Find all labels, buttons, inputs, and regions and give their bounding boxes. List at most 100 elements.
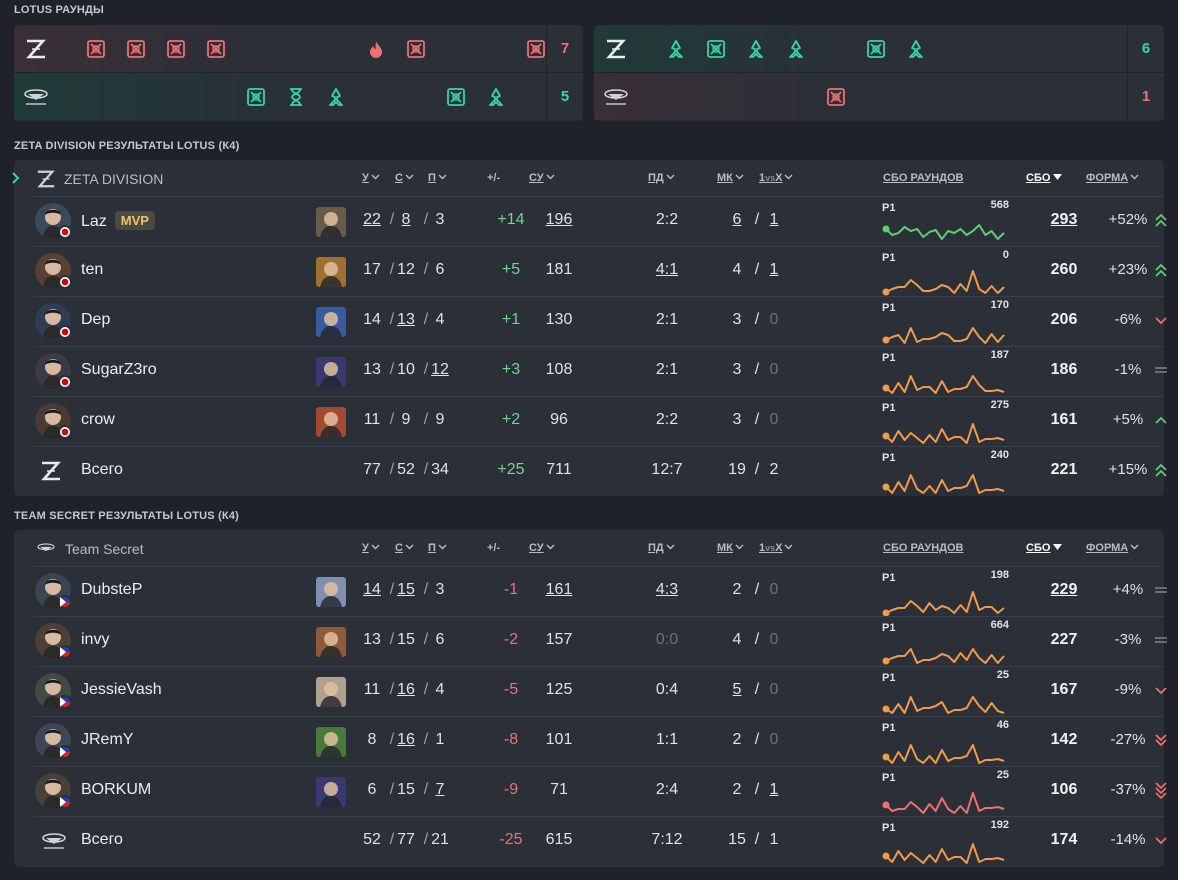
player-row[interactable]: ten 17/12/6 +5 181 4:1 4/1 Р1 0 260 +23%	[34, 246, 1167, 296]
sort-clutches-header[interactable]: 1vsX	[759, 542, 793, 554]
player-row[interactable]: JRemY 8/16/1 -8 101 1:1 2/0 Р1 46 142 -27%	[34, 716, 1167, 766]
sort-assists-header[interactable]: П	[428, 172, 447, 184]
player-name[interactable]: invy	[81, 631, 109, 649]
sparkline-chart	[882, 773, 1007, 824]
trend-down1-icon	[1154, 681, 1170, 699]
round-rating-sparkline[interactable]: Р1 568	[882, 199, 1009, 245]
sort-clutches-header[interactable]: 1vsX	[759, 172, 793, 184]
first-round-label: Р1	[882, 622, 896, 634]
round-rating-sparkline[interactable]: Р1 192	[882, 819, 1009, 865]
sort-multikills-header[interactable]: МК	[717, 172, 744, 184]
deaths: 12	[397, 261, 415, 278]
sort-adr-header[interactable]: СУ	[529, 172, 555, 184]
player-name[interactable]: ten	[81, 261, 103, 279]
rounds-half-1: 7 5	[14, 25, 583, 121]
half2-zeta-score: 6	[1127, 25, 1164, 72]
philippines-flag-icon	[58, 795, 72, 809]
player-row[interactable]: SugarZ3ro 13/10/12 +3 108 2:1 3/0 Р1 187 186 -1%	[34, 346, 1167, 396]
sort-form-header[interactable]: ФОРМА	[1086, 172, 1139, 184]
round-rating-sparkline[interactable]: Р1 240	[882, 449, 1009, 495]
round-ratings-header[interactable]: СБО РАУНДОВ	[883, 172, 964, 184]
player-name[interactable]: DubsteP	[81, 581, 142, 599]
player-name[interactable]: BORKUM	[81, 781, 151, 799]
slash: /	[754, 211, 760, 228]
player-row[interactable]: DubsteP 14/15/3 -1 161 4:3 2/0 Р1 198 229 +4%	[34, 566, 1167, 617]
slash: /	[754, 261, 760, 278]
slash: /	[754, 681, 760, 698]
sort-adr-header[interactable]: СУ	[529, 542, 555, 554]
round-rating-sparkline[interactable]: Р1 25	[882, 669, 1009, 715]
player-row[interactable]: BORKUM 6/15/7 -9 71 2:4 2/1 Р1 25 106 -37%	[34, 766, 1167, 816]
team-total-row[interactable]: Всего 77/52/34 +25 711 12:7 19/2 Р1 240 221 +15%	[34, 446, 1167, 496]
zeta-logo-icon	[36, 169, 56, 192]
first-round-label: Р1	[882, 252, 896, 264]
round-elimination-icon	[826, 87, 846, 107]
round-rating-sparkline[interactable]: Р1 170	[882, 299, 1009, 345]
sort-multikills-header[interactable]: МК	[717, 542, 744, 554]
round-elimination-icon	[706, 39, 726, 59]
sort-first-kills-header[interactable]: ПД	[648, 172, 675, 184]
rating: 186	[1050, 361, 1078, 378]
kills: 13	[363, 361, 381, 378]
sort-rating-header[interactable]: СБО	[1026, 172, 1063, 184]
team-total-row[interactable]: Всего 52/77/21 -25 615 7:12 15/1 Р1 192 174 -14%	[34, 816, 1167, 866]
round-time-expired-icon	[286, 87, 306, 107]
sort-deaths-header[interactable]: С	[395, 542, 414, 554]
adr: 181	[545, 261, 573, 278]
kills: 13	[363, 631, 381, 648]
plus-minus: -1	[503, 581, 519, 598]
slash: /	[754, 311, 760, 328]
col-plus-minus-header: +/-	[487, 172, 501, 184]
player-row[interactable]: JessieVash 11/16/4 -5 125 0:4 5/0 Р1 25 167 -9%	[34, 666, 1167, 716]
plus-minus: -25	[499, 831, 523, 848]
assists: 9	[435, 411, 445, 428]
multikills: 4	[732, 631, 742, 648]
player-avatar[interactable]	[35, 303, 71, 339]
player-row[interactable]: Dep 14/13/4 +1 130 2:1 3/0 Р1 170 206 -6%	[34, 296, 1167, 346]
sparkline-chart	[882, 573, 1007, 624]
first-kills-deaths: 0:0	[655, 631, 679, 648]
round-rating-sparkline[interactable]: Р1 25	[882, 769, 1009, 815]
round-ratings-header[interactable]: СБО РАУНДОВ	[883, 542, 964, 554]
slash: /	[389, 261, 395, 278]
round-rating-sparkline[interactable]: Р1 46	[882, 719, 1009, 765]
sort-form-header[interactable]: ФОРМА	[1086, 542, 1139, 554]
player-name[interactable]: JessieVash	[81, 681, 162, 699]
player-name[interactable]: JRemY	[81, 731, 133, 749]
sort-kills-header[interactable]: У	[362, 542, 380, 554]
clutches: 0	[769, 631, 779, 648]
sort-deaths-header[interactable]: С	[395, 172, 414, 184]
sort-kills-header[interactable]: У	[362, 172, 380, 184]
round-rating-sparkline[interactable]: Р1 664	[882, 619, 1009, 665]
philippines-flag-icon	[58, 645, 72, 659]
multikills: 19	[728, 461, 746, 478]
expand-chevron-icon[interactable]	[12, 172, 20, 187]
sort-first-kills-header[interactable]: ПД	[648, 542, 675, 554]
secret-logo-icon	[14, 73, 57, 120]
sort-rating-header[interactable]: СБО	[1026, 542, 1063, 554]
player-name-text: BORKUM	[81, 781, 152, 798]
round-rating-sparkline[interactable]: Р1 275	[882, 399, 1009, 445]
round-rating-sparkline[interactable]: Р1 187	[882, 349, 1009, 395]
player-name-text: JessieVash	[81, 681, 162, 698]
round-rating-sparkline[interactable]: Р1 0	[882, 249, 1009, 296]
player-name[interactable]: SugarZ3ro	[81, 361, 157, 379]
kills: 52	[363, 831, 381, 848]
slash: /	[423, 831, 429, 848]
round-rating-sparkline[interactable]: Р1 198	[882, 569, 1009, 617]
slash: /	[423, 631, 429, 648]
player-name-text: SugarZ3ro	[81, 361, 157, 378]
peak-value: 25	[996, 769, 1009, 781]
player-name[interactable]: crow	[81, 411, 115, 429]
rating: 293	[1050, 211, 1078, 228]
player-avatar[interactable]	[35, 353, 71, 389]
player-name[interactable]: Dep	[81, 311, 110, 329]
first-round-label: Р1	[882, 402, 896, 414]
player-row[interactable]: crow 11 / 9 / 9 +2 96 2:2 3 / 0 Р1 275 161 +5%	[34, 396, 1167, 446]
slash: /	[754, 781, 760, 798]
player-name[interactable]: Laz MVP	[81, 211, 155, 231]
sort-assists-header[interactable]: П	[428, 542, 447, 554]
player-row[interactable]: invy 13/15/6 -2 157 0:0 4/0 Р1 664 227 -3%	[34, 616, 1167, 666]
player-name-text: JRemY	[81, 731, 134, 748]
player-row[interactable]: Laz MVP 22 / 8 / 3 +14 196 2:2 6 / 1 Р1 568 293 +52%	[34, 196, 1167, 246]
